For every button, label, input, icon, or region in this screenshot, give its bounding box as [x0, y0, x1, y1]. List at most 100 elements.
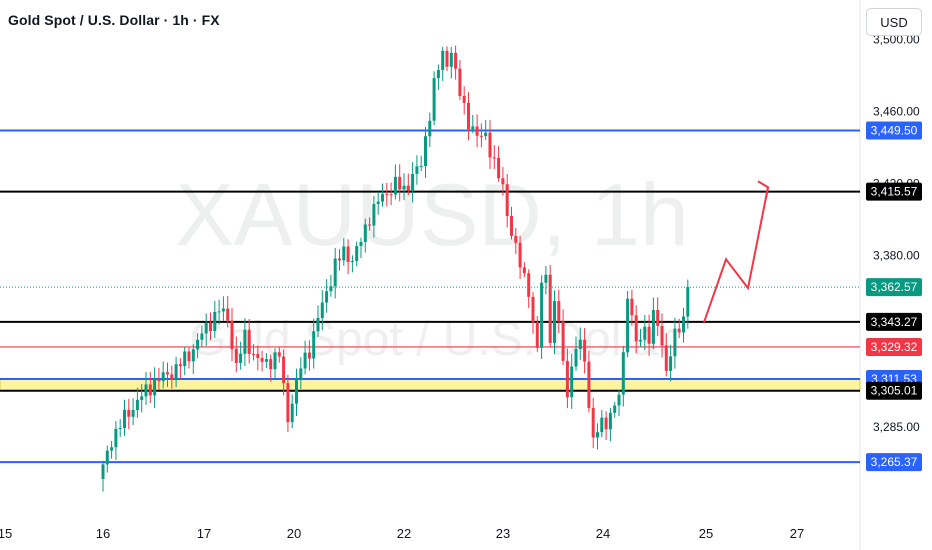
candle-body[interactable]	[600, 417, 604, 433]
candle-body[interactable]	[346, 246, 350, 263]
candle-body[interactable]	[161, 372, 165, 382]
candle-body[interactable]	[204, 322, 208, 334]
candle-body[interactable]	[221, 308, 225, 312]
candle-body[interactable]	[123, 409, 126, 429]
candle-body[interactable]	[596, 432, 599, 438]
candle-body[interactable]	[127, 409, 131, 417]
price-label[interactable]: 3,415.57	[871, 185, 918, 199]
candle-body[interactable]	[531, 296, 535, 323]
candle-body[interactable]	[200, 333, 204, 340]
candle-body[interactable]	[230, 320, 234, 349]
candle-body[interactable]	[114, 428, 118, 448]
candle-body[interactable]	[290, 403, 294, 423]
candle-body[interactable]	[475, 126, 479, 136]
candle-body[interactable]	[591, 407, 595, 438]
candle-body[interactable]	[492, 157, 496, 159]
candle-body[interactable]	[282, 356, 286, 384]
candle-body[interactable]	[338, 258, 341, 261]
candle-body[interactable]	[565, 360, 569, 398]
candle-body[interactable]	[613, 405, 617, 413]
candle-body[interactable]	[428, 120, 432, 137]
candle-body[interactable]	[101, 464, 105, 479]
candle-body[interactable]	[209, 322, 212, 331]
price-label[interactable]: 3,362.57	[871, 280, 918, 294]
candle-body[interactable]	[342, 246, 346, 261]
candle-body[interactable]	[484, 132, 488, 137]
candle-body[interactable]	[664, 345, 668, 371]
candle-body[interactable]	[604, 417, 608, 430]
candle-body[interactable]	[677, 328, 681, 333]
candle-body[interactable]	[178, 364, 182, 367]
candle-body[interactable]	[355, 245, 359, 262]
candle-body[interactable]	[626, 298, 630, 353]
candle-body[interactable]	[634, 315, 638, 342]
candle-body[interactable]	[286, 383, 290, 423]
price-label[interactable]: 3,305.01	[871, 384, 918, 398]
candle-body[interactable]	[140, 396, 144, 400]
candle-body[interactable]	[630, 298, 634, 316]
candle-body[interactable]	[505, 184, 509, 217]
candle-body[interactable]	[656, 309, 660, 326]
candle-body[interactable]	[608, 412, 612, 430]
candle-body[interactable]	[501, 178, 505, 185]
candle-body[interactable]	[187, 351, 191, 362]
candle-body[interactable]	[191, 349, 195, 362]
candle-body[interactable]	[647, 326, 651, 344]
candle-body[interactable]	[669, 356, 673, 371]
candle-body[interactable]	[497, 157, 501, 179]
candle-body[interactable]	[105, 450, 109, 465]
candle-body[interactable]	[535, 322, 539, 348]
candle-body[interactable]	[118, 428, 122, 430]
candle-body[interactable]	[393, 176, 397, 195]
candle-body[interactable]	[406, 185, 410, 191]
candle-body[interactable]	[243, 329, 247, 354]
candle-body[interactable]	[436, 70, 440, 79]
candle-body[interactable]	[686, 287, 690, 317]
candle-body[interactable]	[376, 201, 380, 205]
candle-body[interactable]	[350, 261, 354, 263]
candle-body[interactable]	[170, 374, 174, 380]
candle-body[interactable]	[217, 311, 221, 313]
price-label[interactable]: 3,343.27	[871, 315, 918, 329]
candle-body[interactable]	[643, 326, 647, 340]
projection-path[interactable]	[703, 187, 769, 323]
candle-body[interactable]	[363, 224, 367, 242]
candle-body[interactable]	[174, 364, 178, 380]
candle-body[interactable]	[303, 352, 307, 369]
candle-body[interactable]	[419, 166, 423, 168]
candle-body[interactable]	[518, 242, 522, 268]
candle-body[interactable]	[402, 185, 406, 190]
candle-body[interactable]	[157, 379, 161, 382]
candle-body[interactable]	[471, 126, 475, 130]
candle-body[interactable]	[312, 331, 316, 359]
candle-body[interactable]	[522, 267, 526, 274]
candle-body[interactable]	[264, 359, 268, 362]
candle-body[interactable]	[570, 366, 574, 398]
candle-body[interactable]	[479, 135, 483, 137]
candle-body[interactable]	[273, 352, 277, 370]
candle-body[interactable]	[299, 368, 303, 379]
candle-body[interactable]	[389, 194, 393, 196]
candle-body[interactable]	[548, 274, 552, 343]
price-label[interactable]: 3,265.37	[871, 455, 918, 469]
candle-body[interactable]	[467, 102, 470, 130]
candle-body[interactable]	[578, 339, 582, 349]
candle-body[interactable]	[183, 351, 187, 367]
candle-body[interactable]	[333, 258, 337, 287]
candle-body[interactable]	[682, 316, 685, 333]
candle-body[interactable]	[432, 78, 436, 121]
candle-body[interactable]	[574, 348, 578, 367]
candle-body[interactable]	[583, 339, 587, 362]
candle-body[interactable]	[307, 352, 311, 359]
candle-body[interactable]	[415, 166, 419, 174]
candle-body[interactable]	[166, 372, 169, 375]
currency-button[interactable]: USD	[866, 8, 922, 36]
candle-body[interactable]	[454, 52, 458, 69]
candle-body[interactable]	[234, 348, 238, 363]
candle-body[interactable]	[398, 176, 402, 190]
candle-body[interactable]	[441, 50, 445, 71]
candle-body[interactable]	[557, 301, 561, 322]
candle-body[interactable]	[544, 274, 548, 283]
candle-body[interactable]	[252, 353, 255, 355]
